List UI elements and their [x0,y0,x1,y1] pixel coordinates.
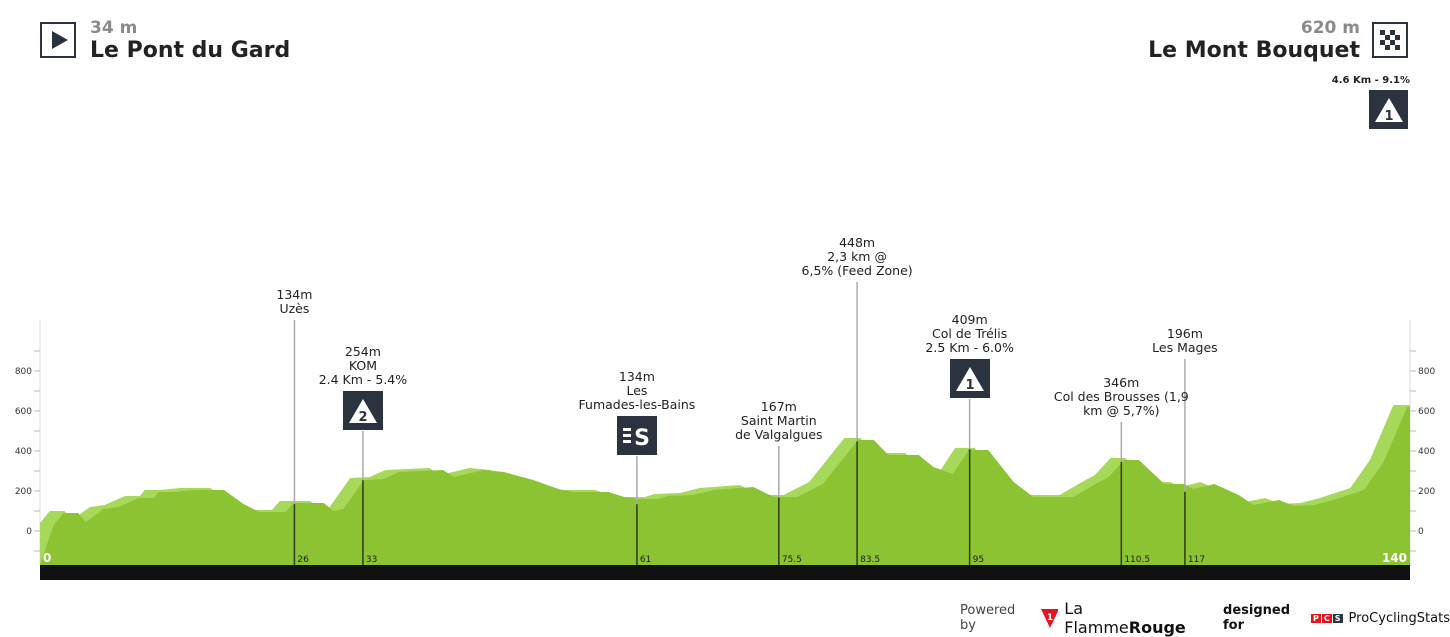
marker-label-line: 346m [1103,375,1140,390]
marker-km-label: 83.5 [860,555,880,565]
marker-label-line: 2,3 km @ [827,249,887,264]
marker-label-line: 134m [276,287,313,302]
marker-label-line: 6,5% (Feed Zone) [801,263,913,278]
y-tick-label: 0 [26,527,32,537]
y-tick-label: 600 [15,407,32,417]
svg-text:1: 1 [965,378,974,393]
marker-label-line: Saint Martin [740,413,817,428]
marker-label: 409m Col de Trélis 2.5 Km - 6.0% [925,313,1013,355]
km-end-label: 140 [1382,551,1407,565]
km-start-label: 0 [43,551,51,565]
svg-text:1: 1 [1047,613,1053,623]
y-tick-label: 800 [15,367,32,377]
marker-km-label: 61 [640,555,651,565]
y-tick-label: 0 [1418,527,1424,537]
y-tick-label: 200 [1418,487,1435,497]
marker-label-line: 409m [951,312,988,327]
marker-label-line: Les Mages [1152,340,1218,355]
marker-label: 448m 2,3 km @6,5% (Feed Zone) [802,236,913,278]
marker-label-line: Fumades-les-Bains [578,397,696,412]
marker-label-line: 254m [344,344,381,359]
designed-for-label: designed for [1223,603,1291,633]
start-flag-icon [40,22,76,58]
kom-1-icon: 1 [1369,90,1408,129]
start-name: Le Pont du Gard [90,38,291,63]
pcs-name: ProCyclingStats [1348,610,1450,626]
marker-label-line: Les [626,383,648,398]
finish-altitude: 620 m [1300,18,1360,38]
marker-label-line: Col de Trélis [932,326,1008,341]
marker-label-line: 448m [839,235,876,250]
pcs-logo-icon: P C S [1311,613,1343,623]
kom-1-icon: 1 [949,359,990,398]
marker-label-line: 2.4 Km - 5.4% [318,372,408,387]
y-tick-label: 800 [1418,367,1435,377]
marker-label-line: 196m [1166,326,1203,341]
marker-label: 134m Les Fumades-les-Bains [579,370,696,412]
marker-label-line: km @ 5,7%) [1083,403,1160,418]
marker-label-line: KOM [348,358,377,373]
marker-label-line: Col des Brousses (1,9 [1053,389,1189,404]
start-altitude: 34 m [90,18,138,38]
marker-label-line: 134m [618,369,655,384]
brand-name-bold: Rouge [1128,618,1186,637]
marker-km-label: 33 [366,555,377,565]
y-tick-label: 600 [1418,407,1435,417]
marker-label: 254m KOM 2.4 Km - 5.4% [319,345,407,387]
la-flamme-rouge-logo-icon: 1 [1040,609,1059,628]
marker-label: 346m Col des Brousses (1,9 km @ 5,7%) [1054,376,1189,418]
marker-label-line: 2.5 Km - 6.0% [925,340,1014,355]
y-tick-label: 200 [15,487,32,497]
marker-label-line: Uzès [279,301,310,316]
marker-km-label: 110.5 [1124,555,1150,565]
marker-km-label: 117 [1188,555,1205,565]
footer: Powered by 1 La FlammeRouge designed for… [960,599,1450,637]
kom-2-icon: 2 [342,391,383,430]
marker-km-label: 75.5 [782,555,802,565]
marker-label: 196m Les Mages [1152,327,1218,355]
checkered-flag-icon [1372,22,1408,58]
finish-name: Le Mont Bouquet [1148,38,1360,63]
marker-label: 167m Saint Martin de Valgalgues [735,400,822,442]
profile-area [40,407,1410,565]
marker-label-line: 167m [760,399,797,414]
brand-name: La Flamme [1064,599,1129,637]
y-tick-label: 400 [15,447,32,457]
marker-label: 134m Uzès [276,288,312,316]
baseline-bar [40,565,1410,580]
y-tick-label: 400 [1418,447,1435,457]
svg-text:S: S [634,426,650,449]
marker-km-label: 26 [297,555,309,565]
svg-text:2: 2 [358,410,367,425]
sprint-icon: S [616,416,657,455]
marker-label-line: de Valgalgues [735,427,823,442]
powered-by-label: Powered by [960,603,1016,633]
finish-climb-info: 4.6 Km - 9.1% [1331,75,1410,86]
marker-km-label: 95 [973,555,984,565]
svg-text:1: 1 [1384,109,1393,124]
